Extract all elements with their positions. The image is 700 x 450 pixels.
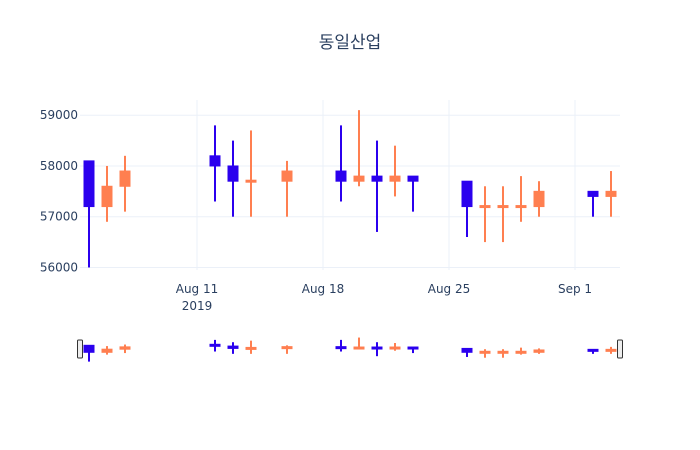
- candle-body: [119, 170, 131, 187]
- range-slider-right-handle[interactable]: [617, 339, 623, 359]
- candle[interactable]: [227, 140, 239, 217]
- y-tick-label: 57000: [40, 210, 78, 224]
- candle-body: [371, 346, 383, 350]
- candle-mini[interactable]: [389, 342, 401, 351]
- candle-body: [389, 175, 401, 182]
- candle[interactable]: [209, 125, 221, 202]
- candle-mini[interactable]: [209, 339, 221, 352]
- candle-mini[interactable]: [533, 348, 545, 354]
- candle-body: [515, 350, 527, 354]
- candle-body: [587, 348, 599, 352]
- y-tick-label: 58000: [40, 159, 78, 173]
- candle-body: [335, 170, 347, 182]
- candle-body: [209, 343, 221, 347]
- candle-mini[interactable]: [605, 346, 617, 354]
- candle[interactable]: [83, 160, 95, 268]
- candle-mini[interactable]: [227, 342, 239, 354]
- candle[interactable]: [371, 140, 383, 232]
- candle[interactable]: [119, 155, 131, 212]
- range-slider-left-handle[interactable]: [77, 339, 83, 359]
- candle[interactable]: [533, 181, 545, 217]
- candle-body: [407, 175, 419, 182]
- candle-mini[interactable]: [497, 349, 509, 358]
- candle-mini[interactable]: [461, 347, 473, 357]
- candle-body: [533, 349, 545, 353]
- candle-body: [587, 190, 599, 197]
- x-axis-ticks: Aug 11 2019 Aug 18 Aug 25 Sep 1: [176, 282, 592, 313]
- candle-body: [227, 345, 239, 349]
- candle-mini[interactable]: [353, 337, 365, 350]
- candle-body: [335, 346, 347, 350]
- candle-body: [101, 348, 113, 353]
- candle[interactable]: [353, 110, 365, 187]
- candle-mini[interactable]: [515, 347, 527, 355]
- candle-mini[interactable]: [335, 339, 347, 352]
- candle-mini[interactable]: [119, 344, 131, 354]
- candle-body: [101, 185, 113, 208]
- candle-body: [461, 347, 473, 353]
- candle-body: [497, 350, 509, 354]
- candle-body: [461, 180, 473, 208]
- candle-body: [83, 160, 95, 208]
- candle[interactable]: [407, 175, 419, 212]
- candle-mini[interactable]: [245, 340, 257, 354]
- candle[interactable]: [461, 180, 473, 238]
- candle-body: [479, 205, 491, 209]
- candle-mini[interactable]: [407, 346, 419, 354]
- candles[interactable]: [83, 110, 617, 268]
- x-tick-label: Aug 25: [428, 282, 471, 296]
- candle-body: [281, 170, 293, 182]
- candle-mini[interactable]: [587, 348, 599, 354]
- range-slider-bg: [80, 336, 620, 362]
- candle-body: [407, 346, 419, 350]
- x-tick-label: Aug 11: [176, 282, 219, 296]
- chart-title: 동일산업: [319, 33, 382, 53]
- candle[interactable]: [335, 125, 347, 202]
- candle-body: [353, 346, 365, 350]
- y-axis-ticks: 56000 57000 58000 59000: [40, 108, 78, 274]
- candle[interactable]: [101, 165, 113, 222]
- x-tick-label: Sep 1: [558, 282, 592, 296]
- candle-mini[interactable]: [83, 344, 95, 362]
- candle-mini[interactable]: [479, 349, 491, 358]
- candle-body: [371, 175, 383, 182]
- candle[interactable]: [497, 186, 509, 243]
- x-tick-label: Aug 18: [302, 282, 345, 296]
- grid: [80, 100, 620, 270]
- candle-body: [533, 190, 545, 208]
- candle[interactable]: [587, 190, 599, 217]
- candle-body: [353, 175, 365, 182]
- candle[interactable]: [515, 176, 527, 222]
- candle[interactable]: [479, 186, 491, 243]
- candle[interactable]: [605, 171, 617, 217]
- x-tick-label-year: 2019: [182, 299, 213, 313]
- y-tick-label: 56000: [40, 260, 78, 274]
- candle-body: [209, 155, 221, 167]
- candle[interactable]: [281, 160, 293, 217]
- y-tick-label: 59000: [40, 108, 78, 122]
- candle-body: [83, 344, 95, 353]
- candle-body: [479, 350, 491, 354]
- candle-body: [389, 346, 401, 350]
- candle[interactable]: [245, 130, 257, 217]
- candle-mini[interactable]: [281, 345, 293, 354]
- candle-mini[interactable]: [371, 342, 383, 357]
- candle-body: [497, 205, 509, 209]
- candle-body: [245, 346, 257, 350]
- candle-body: [605, 348, 617, 352]
- candle-body: [515, 205, 527, 209]
- candle-body: [281, 346, 293, 350]
- candle-body: [605, 190, 617, 197]
- candle-body: [245, 179, 257, 183]
- range-slider[interactable]: [77, 336, 623, 362]
- candle-body: [227, 165, 239, 182]
- candle-body: [119, 346, 131, 350]
- candle-mini[interactable]: [101, 346, 113, 355]
- candle[interactable]: [389, 145, 401, 197]
